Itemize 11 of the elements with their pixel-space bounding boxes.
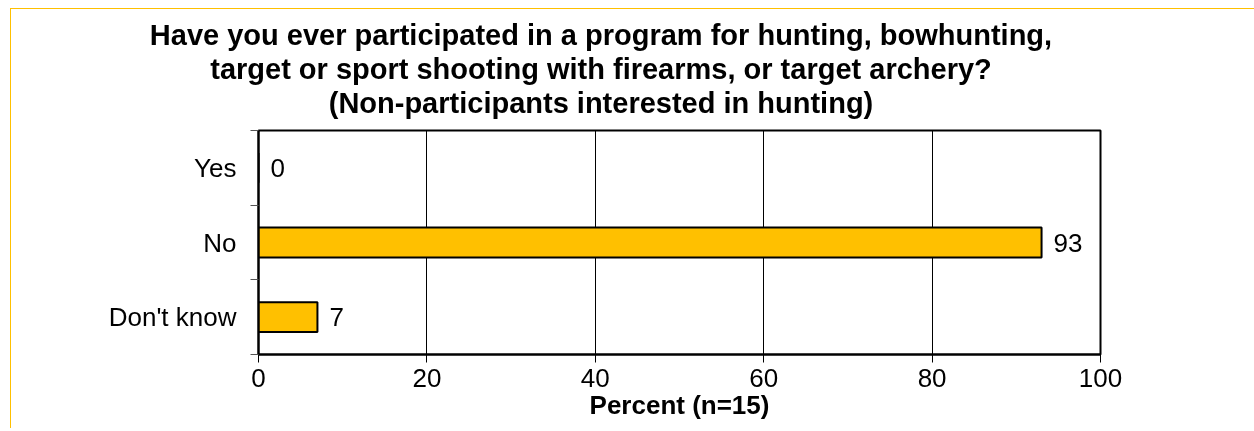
x-tick-label: 20 xyxy=(412,362,442,393)
chart-title: Have you ever participated in a program for hunting, bowhunting, target or sport shooting with firearms, or target archery? (Non-participants interested in hunting) xyxy=(148,18,1054,120)
x-tick-label: 80 xyxy=(917,362,947,393)
data-label: 7 xyxy=(329,302,344,333)
y-tick-label: Yes xyxy=(194,152,237,183)
x-tick-label: 0 xyxy=(251,362,266,393)
data-label: 93 xyxy=(1053,227,1083,258)
x-tick-label: 100 xyxy=(1078,362,1123,393)
data-label: 0 xyxy=(270,152,285,183)
y-tick-label: No xyxy=(203,227,237,258)
y-tick-label: Don't know xyxy=(108,302,237,333)
